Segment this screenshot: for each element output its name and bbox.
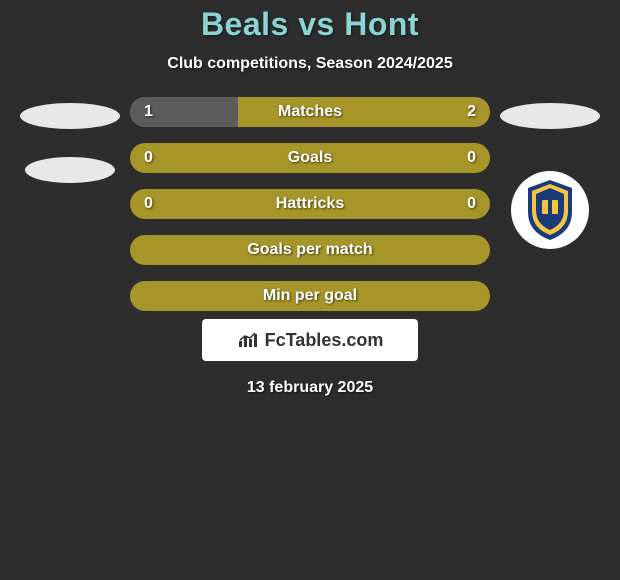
stats-column: 1 2 Matches 0 0 Goals 0 0 Hattricks Goals per mat…: [130, 97, 490, 311]
stat-bar: Goals per match: [130, 235, 490, 265]
page-title: Beals vs Hont: [0, 6, 620, 43]
stat-value-right: 2: [467, 103, 476, 121]
stat-value-left: 1: [144, 103, 153, 121]
team-left-placeholder-1: [20, 103, 120, 129]
team-right-crest: [511, 171, 589, 249]
right-column: [490, 97, 610, 249]
stat-bar: 0 0 Hattricks: [130, 189, 490, 219]
branding-badge: FcTables.com: [202, 319, 418, 361]
stat-value-left: 0: [144, 195, 153, 213]
stat-value-right: 0: [467, 195, 476, 213]
infographic-root: Beals vs Hont Club competitions, Season …: [0, 0, 620, 397]
shield-icon: [522, 178, 578, 242]
stat-value-left: 0: [144, 149, 153, 167]
chart-icon: [237, 331, 259, 349]
stat-bar: 1 2 Matches: [130, 97, 490, 127]
date-text: 13 february 2025: [0, 379, 620, 397]
stat-label: Min per goal: [263, 287, 357, 305]
subtitle: Club competitions, Season 2024/2025: [0, 55, 620, 73]
team-left-placeholder-2: [25, 157, 115, 183]
stat-label: Hattricks: [276, 195, 344, 213]
main-row: 1 2 Matches 0 0 Goals 0 0 Hattricks Goals per mat…: [0, 97, 620, 311]
left-column: [10, 97, 130, 183]
stat-label: Goals: [288, 149, 332, 167]
team-right-placeholder-1: [500, 103, 600, 129]
stat-bar: Min per goal: [130, 281, 490, 311]
stat-label: Goals per match: [247, 241, 372, 259]
stat-label: Matches: [278, 103, 342, 121]
stat-bar: 0 0 Goals: [130, 143, 490, 173]
stat-value-right: 0: [467, 149, 476, 167]
branding-text: FcTables.com: [265, 330, 384, 351]
